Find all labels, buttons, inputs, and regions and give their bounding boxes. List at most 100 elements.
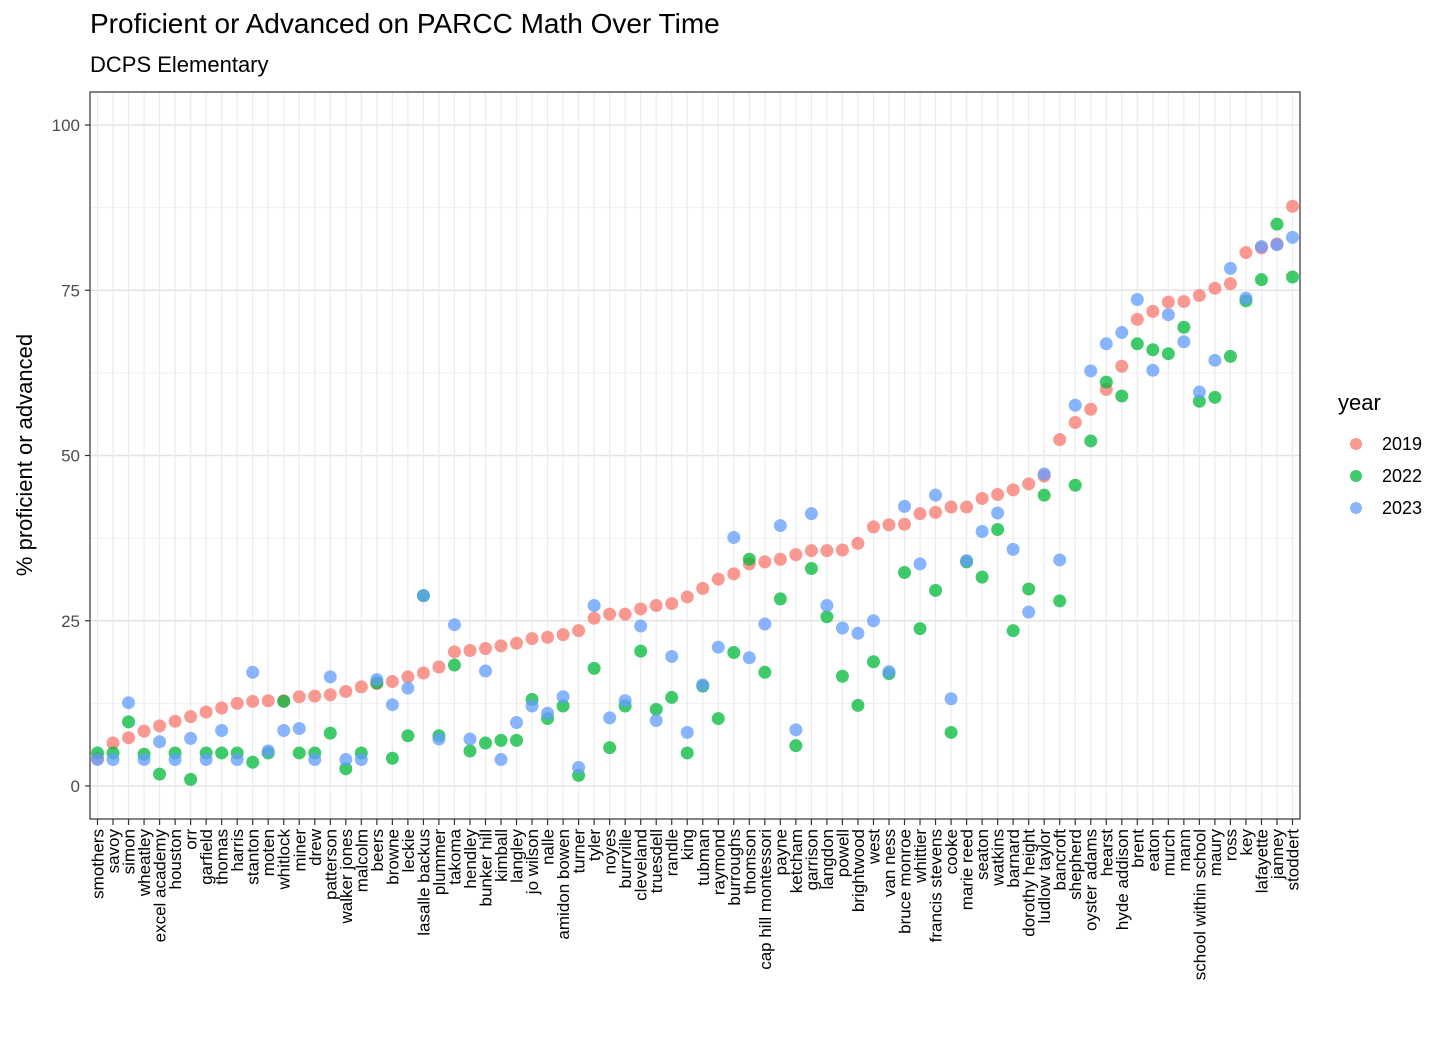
chart-subtitle: DCPS Elementary	[90, 52, 269, 77]
data-point-2019	[1192, 289, 1206, 303]
data-point-2019	[882, 518, 896, 532]
legend-label: 2019	[1382, 433, 1423, 454]
data-point-2022	[944, 725, 958, 739]
data-point-2023	[370, 673, 384, 687]
data-point-2023	[680, 725, 694, 739]
x-tick-label: moten	[259, 829, 278, 876]
data-point-2022	[1223, 349, 1237, 363]
data-point-2023	[292, 721, 306, 735]
data-point-2023	[261, 744, 275, 758]
data-point-2023	[634, 619, 648, 633]
data-point-2022	[184, 772, 198, 786]
x-tick-label: walker jones	[337, 829, 356, 925]
points-layer	[91, 199, 1299, 786]
x-tick-label: burrville	[616, 829, 635, 889]
data-point-2022	[1192, 394, 1206, 408]
data-point-2023	[603, 711, 617, 725]
data-point-2023	[246, 665, 260, 679]
data-point-2023	[866, 614, 880, 628]
data-point-2022	[323, 726, 337, 740]
data-point-2019	[416, 666, 430, 680]
x-tick-label: whitlock	[275, 829, 294, 891]
data-point-2022	[1115, 389, 1129, 403]
x-tick-label: mann	[1175, 829, 1194, 872]
data-point-2019	[1177, 294, 1191, 308]
data-point-2023	[804, 507, 818, 521]
data-point-2022	[804, 562, 818, 576]
data-point-2023	[835, 621, 849, 635]
x-tick-label: murch	[1159, 829, 1178, 876]
legend-items: 2019 2022 2023	[1338, 428, 1422, 524]
x-tick-label: watkins	[989, 829, 1008, 887]
x-tick-label: truesdell	[647, 829, 666, 893]
data-point-2022	[277, 694, 291, 708]
x-tick-label: marie reed	[958, 829, 977, 910]
data-point-2019	[696, 581, 710, 595]
data-point-2022	[929, 583, 943, 597]
data-point-2019	[463, 643, 477, 657]
data-point-2019	[572, 624, 586, 638]
data-point-2022	[742, 552, 756, 566]
data-point-2019	[944, 500, 958, 514]
data-point-2022	[851, 698, 865, 712]
data-point-2022	[478, 736, 492, 750]
data-point-2019	[634, 602, 648, 616]
data-point-2019	[261, 694, 275, 708]
x-tick-label: malcolm	[352, 829, 371, 892]
data-point-2023	[1161, 308, 1175, 322]
data-point-2019	[230, 696, 244, 710]
data-point-2019	[541, 630, 555, 644]
data-point-2022	[649, 702, 663, 716]
data-point-2023	[122, 696, 136, 710]
data-point-2022	[773, 592, 787, 606]
data-point-2019	[851, 536, 865, 550]
data-point-2022	[789, 739, 803, 753]
data-point-2023	[168, 753, 182, 767]
data-point-2023	[913, 557, 927, 571]
x-tick-label: simon	[120, 829, 139, 874]
y-tick-label: 25	[61, 612, 80, 631]
data-point-2019	[1223, 277, 1237, 291]
data-point-2022	[122, 715, 136, 729]
data-point-2023	[1130, 293, 1144, 307]
y-tick-label: 75	[61, 281, 80, 300]
data-point-2019	[866, 520, 880, 534]
y-tick-label: 0	[71, 777, 80, 796]
data-point-2022	[711, 712, 725, 726]
data-point-2023	[230, 753, 244, 767]
data-point-2022	[494, 733, 508, 747]
data-point-2023	[137, 753, 151, 767]
data-point-2023	[991, 506, 1005, 520]
data-point-2019	[1161, 295, 1175, 309]
data-point-2023	[106, 753, 120, 767]
data-point-2023	[929, 488, 943, 502]
legend-swatch	[1350, 438, 1362, 450]
data-point-2019	[122, 731, 136, 745]
x-tick-label: barnard	[1004, 829, 1023, 888]
x-tick-label: key	[1237, 829, 1256, 856]
data-point-2022	[246, 755, 260, 769]
data-point-2023	[944, 692, 958, 706]
x-tick-label: smothers	[89, 829, 108, 899]
data-point-2023	[1239, 291, 1253, 305]
data-point-2023	[587, 599, 601, 613]
x-tick-label: burroughs	[725, 829, 744, 906]
chart-title: Proficient or Advanced on PARCC Math Ove…	[90, 8, 720, 39]
legend-label: 2022	[1382, 465, 1423, 486]
x-tick-label: garfield	[197, 829, 216, 885]
data-point-2022	[339, 762, 353, 776]
x-tick-label: browne	[383, 829, 402, 885]
data-point-2023	[556, 690, 570, 704]
data-point-2019	[447, 645, 461, 659]
data-point-2019	[556, 628, 570, 642]
data-point-2023	[354, 753, 368, 767]
data-point-2023	[447, 618, 461, 632]
x-tick-label: tyler	[585, 829, 604, 861]
data-point-2019	[385, 675, 399, 689]
data-point-2022	[680, 746, 694, 760]
x-tick-label: hendley	[461, 829, 480, 889]
data-point-2023	[1254, 240, 1268, 254]
data-point-2019	[137, 724, 151, 738]
data-point-2022	[1084, 434, 1098, 448]
